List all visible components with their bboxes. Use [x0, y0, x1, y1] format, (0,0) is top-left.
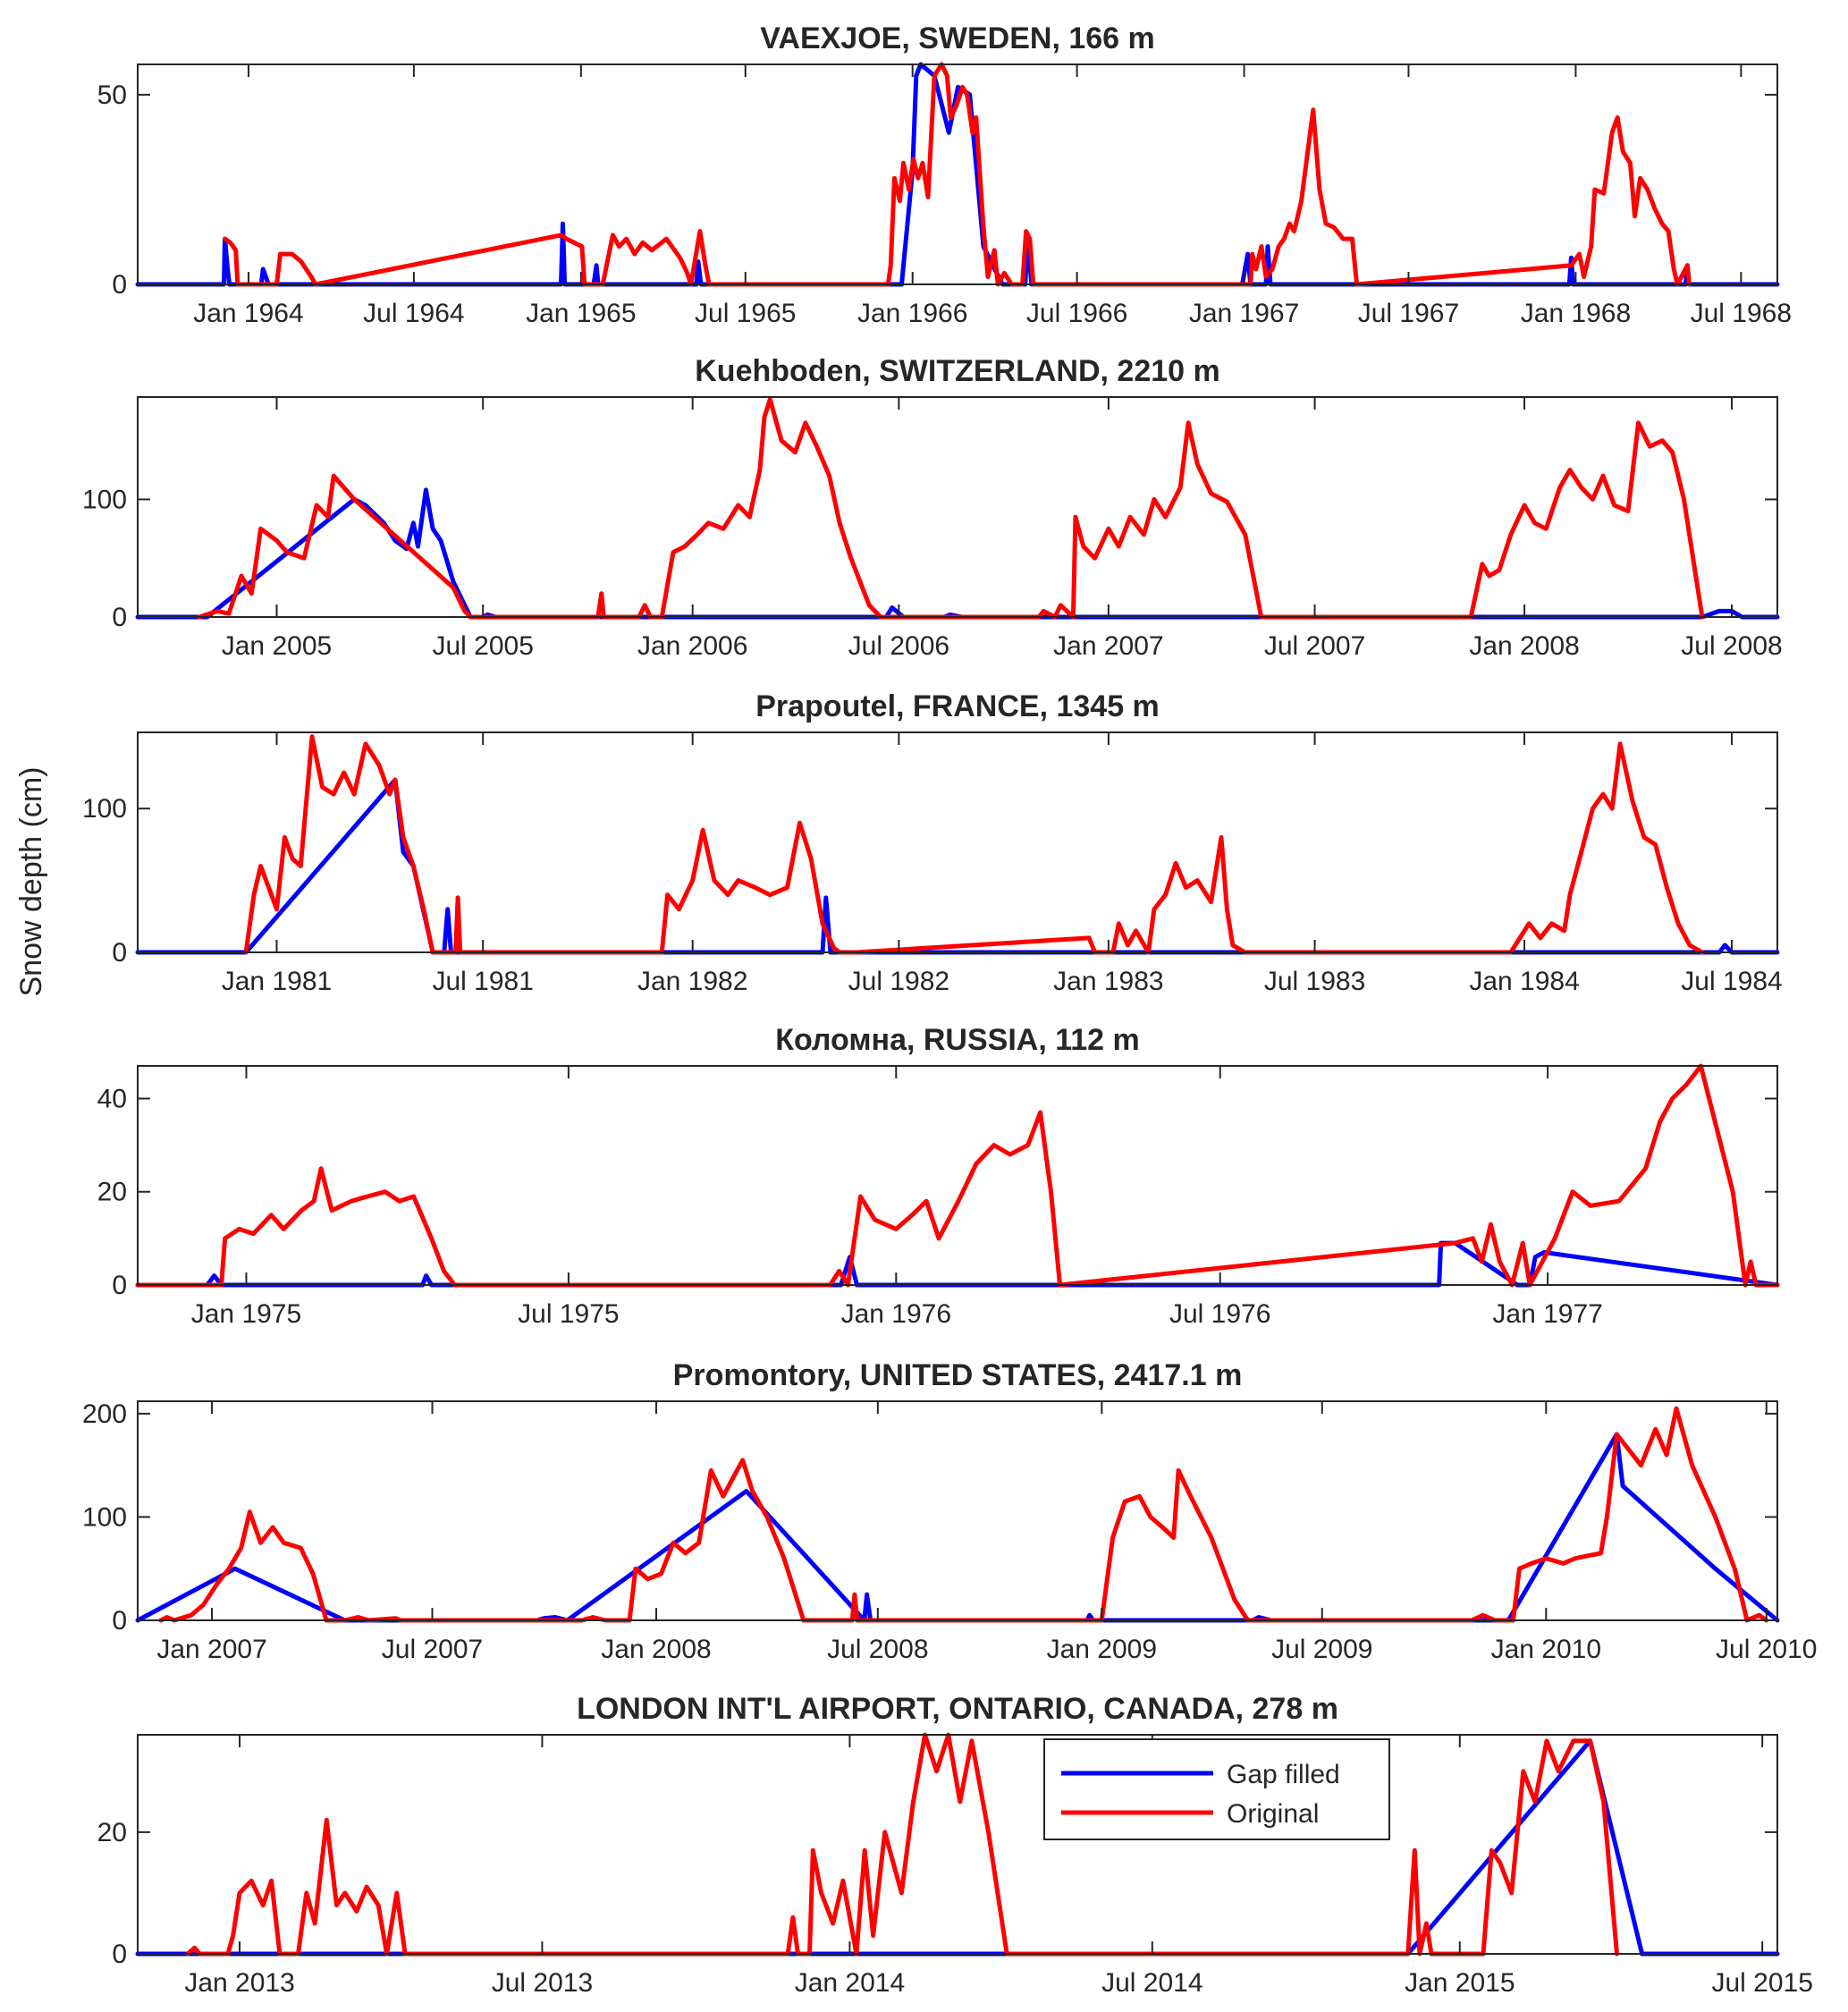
- x-tick-label: Jan 1976: [841, 1299, 951, 1329]
- x-tick-label: Jul 2009: [1271, 1635, 1372, 1664]
- x-tick-label: Jul 1984: [1681, 967, 1782, 996]
- x-tick-label: Jan 1966: [857, 299, 967, 328]
- chart-panel-4: Коломна, RUSSIA, 112 m Jan 1975 Jul 1975 Ja…: [97, 1023, 1780, 1329]
- y-tick-label: 0: [112, 1271, 127, 1300]
- x-tick-label: Jul 2008: [1681, 631, 1782, 661]
- x-tick-label: Jan 1964: [193, 299, 303, 328]
- y-tick-label: 20: [97, 1178, 127, 1207]
- x-tick-label: Jul 2010: [1716, 1635, 1817, 1664]
- axes-frame: [137, 1400, 1778, 1621]
- x-tick-label: Jan 2010: [1491, 1635, 1601, 1664]
- chart-panel-3: Prapoutel, FRANCE, 1345 m Jan 1981 Jul 198…: [82, 689, 1783, 996]
- x-tick-label: Jul 2006: [848, 631, 949, 661]
- x-tick-label: Jul 1981: [432, 967, 533, 996]
- y-tick-label: 50: [97, 80, 127, 110]
- x-tick-label: Jan 1981: [222, 967, 332, 996]
- x-tick-label: Jan 2008: [601, 1635, 711, 1664]
- x-tick-label: Jul 2015: [1711, 1968, 1812, 1998]
- y-tick-label: 0: [112, 603, 127, 632]
- x-tick-label: Jan 1982: [637, 967, 747, 996]
- x-tick-label: Jul 2008: [827, 1635, 928, 1664]
- x-tick-label: Jan 1968: [1521, 299, 1631, 328]
- plot-area: [138, 397, 1777, 617]
- axes-frame: [137, 63, 1778, 285]
- series-line-original: [243, 734, 1705, 955]
- x-tick-label: Jul 2013: [492, 1968, 593, 1998]
- x-tick-label: Jul 1976: [1169, 1299, 1270, 1329]
- series-line-original: [135, 1063, 1780, 1288]
- chart-title: Kuehboden, SWITZERLAND, 2210 m: [695, 354, 1220, 388]
- x-tick-label: Jul 1968: [1691, 299, 1792, 328]
- legend: Gap filled Original: [1043, 1738, 1390, 1840]
- x-tick-label: Jul 1966: [1026, 299, 1127, 328]
- y-tick-label: 100: [82, 485, 127, 514]
- x-tick-label: Jan 1967: [1189, 299, 1299, 328]
- x-tick-label: Jan 1975: [191, 1299, 301, 1329]
- x-tick-label: Jan 2007: [1053, 631, 1163, 661]
- x-tick-label: Jan 1965: [526, 299, 636, 328]
- x-tick-label: Jul 1983: [1264, 967, 1365, 996]
- chart-title: Prapoutel, FRANCE, 1345 m: [755, 689, 1160, 723]
- chart-panel-6: LONDON INT'L AIRPORT, ONTARIO, CANADA, 2…: [97, 1692, 1813, 1998]
- y-tick-label: 20: [97, 1818, 127, 1847]
- x-tick-label: Jan 2009: [1047, 1635, 1157, 1664]
- axes-frame: [137, 731, 1778, 953]
- x-tick-label: Jul 1982: [848, 967, 949, 996]
- axes-frame: [137, 396, 1778, 618]
- chart-title: VAEXJOE, SWEDEN, 166 m: [760, 21, 1155, 55]
- x-tick-label: Jan 1984: [1469, 967, 1579, 996]
- y-tick-label: 200: [82, 1399, 127, 1429]
- series-line-original: [223, 62, 1692, 287]
- legend-gap-filled-label: Gap filled: [1227, 1760, 1340, 1789]
- x-tick-label: Jan 2014: [795, 1968, 905, 1998]
- legend-original-label: Original: [1227, 1799, 1319, 1829]
- axes-frame: [137, 1734, 1778, 1955]
- x-tick-label: Jan 2007: [156, 1635, 266, 1664]
- x-tick-label: Jan 2005: [222, 631, 332, 661]
- x-tick-label: Jul 1975: [518, 1299, 619, 1329]
- x-tick-label: Jan 2008: [1469, 631, 1579, 661]
- plot-area: [138, 1066, 1777, 1285]
- chart-title: Коломна, RUSSIA, 112 m: [775, 1023, 1140, 1057]
- y-tick-label: 100: [82, 794, 127, 824]
- axes-frame: [137, 1065, 1778, 1286]
- x-tick-label: Jul 1964: [363, 299, 464, 328]
- legend-box: [1043, 1738, 1390, 1840]
- chart-panel-5: Promontory, UNITED STATES, 2417.1 m Jan 2…: [82, 1358, 1818, 1664]
- x-tick-label: Jul 1967: [1358, 299, 1459, 328]
- x-tick-label: Jul 2014: [1101, 1968, 1202, 1998]
- chart-panel-1: VAEXJOE, SWEDEN, 166 m Jan 1964 Jul 1964 Ja…: [97, 21, 1792, 328]
- chart-panel-2: Kuehboden, SWITZERLAND, 2210 m Jan 2005 Ju…: [82, 354, 1783, 661]
- y-tick-label: 0: [112, 938, 127, 968]
- x-tick-label: Jul 2005: [432, 631, 533, 661]
- x-tick-label: Jan 2015: [1405, 1968, 1515, 1998]
- x-tick-label: Jul 2007: [1264, 631, 1365, 661]
- chart-title: LONDON INT'L AIRPORT, ONTARIO, CANADA, 2…: [577, 1692, 1338, 1726]
- x-tick-label: Jan 1977: [1492, 1299, 1602, 1329]
- y-tick-label: 0: [112, 1940, 127, 1969]
- plot-area: [138, 1401, 1777, 1620]
- y-tick-label: 100: [82, 1502, 127, 1532]
- y-axis-label: Snow depth (cm): [14, 767, 48, 997]
- x-tick-label: Jul 2007: [382, 1635, 483, 1664]
- plot-area: [138, 732, 1777, 952]
- plot-area: [138, 1735, 1777, 1954]
- x-tick-label: Jul 1965: [695, 299, 796, 328]
- x-tick-label: Jan 2013: [184, 1968, 294, 1998]
- y-tick-label: 0: [112, 270, 127, 300]
- y-tick-label: 40: [97, 1084, 127, 1113]
- y-tick-label: 0: [112, 1606, 127, 1636]
- chart-title: Promontory, UNITED STATES, 2417.1 m: [673, 1358, 1243, 1392]
- x-tick-label: Jan 1983: [1053, 967, 1163, 996]
- x-tick-label: Jan 2006: [637, 631, 747, 661]
